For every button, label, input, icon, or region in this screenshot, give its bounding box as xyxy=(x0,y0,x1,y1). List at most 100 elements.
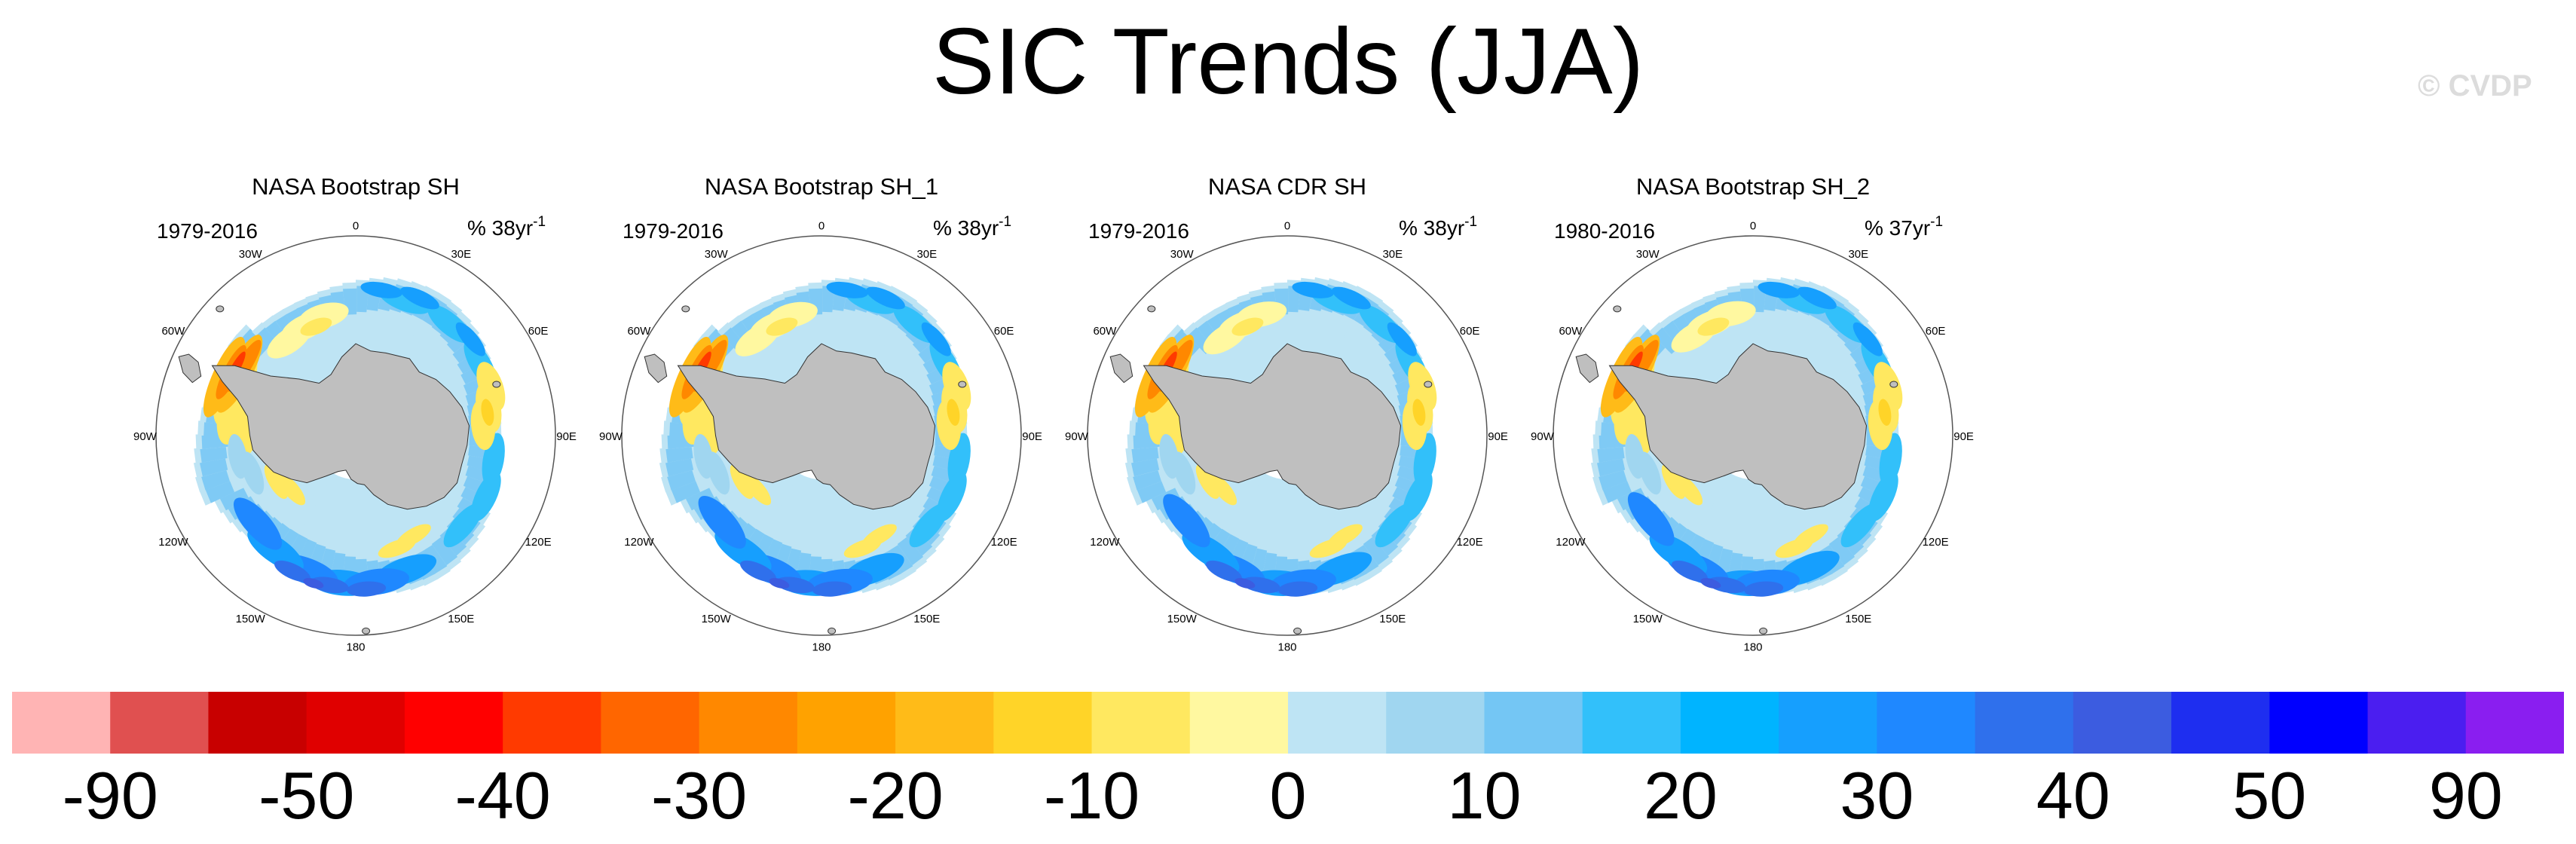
sic-trend-patch xyxy=(1744,581,1784,597)
sic-trend-patch xyxy=(1661,463,1686,500)
units-label: % 37yr-1 xyxy=(1865,214,1943,240)
sic-trend-patch xyxy=(769,578,790,589)
colorbar-swatch xyxy=(1288,692,1387,754)
colorbar-swatch xyxy=(12,692,111,754)
colorbar-tick-label: -20 xyxy=(847,758,944,833)
cvdp-watermark: © CVDP xyxy=(2418,69,2532,102)
longitude-label: 150W xyxy=(236,613,266,625)
sic-trend-patch xyxy=(1627,492,1675,546)
polar-map: NASA Bootstrap SH_1 1979-2016 % 38yr-1 0 30E… xyxy=(599,173,1042,654)
sea-ice-cell xyxy=(1602,480,1632,503)
colorbar-tick-label: 0 xyxy=(1269,758,1307,833)
antarctica-landmass xyxy=(211,343,470,510)
map-panel-bootstrap-sh-1: NASA Bootstrap SH_1 1979-2016 % 38yr-1 0 30E… xyxy=(599,167,1076,654)
island xyxy=(958,381,967,388)
antarctica-landmass xyxy=(677,343,936,510)
sic-trend-patch xyxy=(947,399,960,426)
sic-trend-patch xyxy=(240,451,265,495)
units-label: % 38yr-1 xyxy=(933,214,1011,240)
south-america-landmass xyxy=(1109,353,1134,384)
sic-trend-patch xyxy=(1309,538,1348,558)
colorbar-swatch xyxy=(1975,692,2074,754)
sea-ice-cell xyxy=(1131,445,1159,463)
sic-trend-patch xyxy=(455,322,485,356)
longitude-label: 120E xyxy=(1923,536,1949,549)
sic-trend-patch xyxy=(300,317,332,336)
island xyxy=(1424,381,1433,388)
longitude-label: 150E xyxy=(1379,613,1406,625)
longitude-label: 180 xyxy=(1277,641,1296,654)
sic-trend-patch xyxy=(481,399,494,426)
longitude-label: 150W xyxy=(702,613,732,625)
colorbar-tick-label: -90 xyxy=(62,758,158,833)
longitude-label: 60E xyxy=(1926,325,1946,338)
map-panel-bootstrap-sh: NASA Bootstrap SH 1979-2016 % 38yr-1 0 30E 60… xyxy=(133,167,610,654)
panel-title: NASA CDR SH xyxy=(1208,173,1366,200)
longitude-label: 120E xyxy=(1457,536,1483,549)
sic-trend-patch xyxy=(1700,578,1721,589)
sic-trend-patch xyxy=(274,560,311,583)
units-label: % 38yr-1 xyxy=(467,214,546,240)
longitude-label: 120W xyxy=(1556,536,1586,549)
panel-title: NASA Bootstrap SH xyxy=(252,173,460,200)
sic-trend-patch xyxy=(1172,451,1196,495)
longitude-label: 60E xyxy=(528,325,549,338)
longitude-label: 180 xyxy=(1743,641,1762,654)
island xyxy=(1759,627,1768,635)
colorbar-tick-label: 10 xyxy=(1447,758,1522,833)
longitude-label: 0 xyxy=(353,219,359,232)
sea-ice-cell xyxy=(671,480,701,503)
colorbar-swatch xyxy=(306,692,405,754)
sic-trend-patch xyxy=(1163,494,1210,548)
longitude-label: 150E xyxy=(913,613,940,625)
polar-map: NASA CDR SH 1979-2016 % 38yr-1 0 30E 60E 90E 12… xyxy=(1065,173,1508,654)
longitude-label: 60W xyxy=(1559,325,1583,338)
sea-ice-cell xyxy=(1130,457,1160,477)
colorbar-tick-label: 90 xyxy=(2428,758,2503,833)
sic-trend-patch xyxy=(1852,322,1883,356)
colorbar-swatch xyxy=(2073,692,2172,754)
sic-trend-patch xyxy=(400,286,439,310)
sea-ice-cell xyxy=(1362,537,1390,566)
longitude-label: 150W xyxy=(1633,613,1663,625)
longitude-label: 60E xyxy=(994,325,1014,338)
longitude-label: 60W xyxy=(1093,325,1117,338)
sic-trend-patch xyxy=(776,576,815,594)
panel-title: NASA Bootstrap SH_2 xyxy=(1636,173,1870,200)
sic-trend-patch xyxy=(1292,281,1334,298)
longitude-label: 90E xyxy=(1953,430,1974,443)
sic-trend-patch xyxy=(1278,581,1318,597)
sic-trend-patch xyxy=(730,463,754,500)
period-label: 1979-2016 xyxy=(1088,219,1189,243)
colorbar-swatch xyxy=(993,692,1093,754)
longitude-label: 180 xyxy=(346,641,365,654)
sic-trend-patch xyxy=(740,560,776,583)
sic-trend-patch xyxy=(267,323,312,359)
sic-trend-patch xyxy=(909,503,948,548)
colorbar-swatch xyxy=(1877,692,1976,754)
longitude-label: 60E xyxy=(1460,325,1480,338)
longitude-label: 30E xyxy=(451,248,471,261)
island xyxy=(828,627,837,635)
longitude-label: 90E xyxy=(1488,430,1508,443)
sea-ice-cell xyxy=(1597,445,1625,463)
colorbar-tick-label: -50 xyxy=(259,758,355,833)
colorbar-swatch xyxy=(1484,692,1583,754)
colorbar-swatch xyxy=(2367,692,2467,754)
sic-trend-patch xyxy=(1234,578,1256,589)
sic-trend-patch xyxy=(303,578,324,589)
longitude-label: 120E xyxy=(525,536,552,549)
sic-trend-patch xyxy=(378,538,416,558)
sic-trend-patch xyxy=(1408,362,1437,411)
sic-trend-patch xyxy=(1672,560,1708,583)
colorbar-swatch xyxy=(2465,692,2564,754)
sic-trend-patch xyxy=(921,322,951,356)
sic-trend-patch xyxy=(843,538,882,558)
sic-trend-patch xyxy=(1797,286,1837,310)
island xyxy=(681,305,690,313)
longitude-label: 30W xyxy=(1170,248,1195,261)
sic-trend-patch xyxy=(347,581,387,597)
longitude-label: 90W xyxy=(1065,430,1089,443)
longitude-label: 0 xyxy=(818,219,825,232)
sic-trend-patch xyxy=(1874,362,1903,411)
